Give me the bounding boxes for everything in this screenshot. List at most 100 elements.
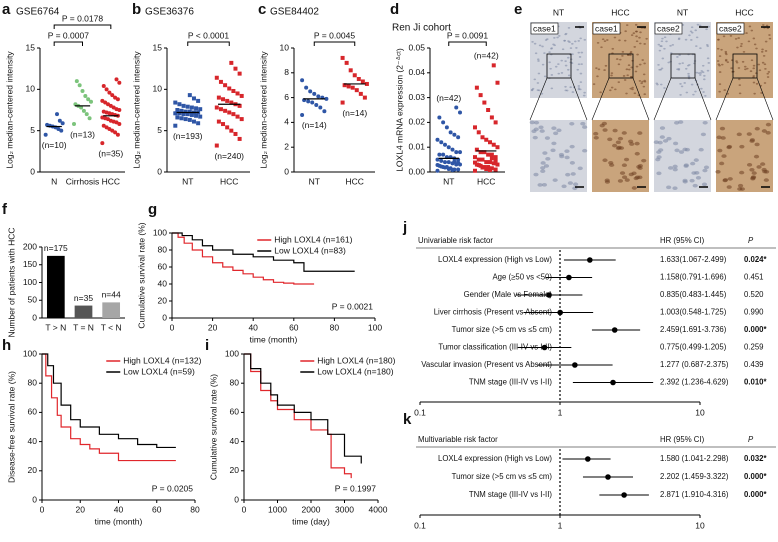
tissue-texture [734,37,738,40]
hr-label: 2.202 (1.459-3.322) [660,472,729,481]
tissue-texture [704,94,707,97]
data-point [101,109,106,114]
n-label: (n=10) [42,140,67,150]
tissue-texture [604,180,611,184]
tissue-texture [681,62,685,65]
tissue-texture [764,40,768,43]
tissue-texture [638,36,641,39]
tissue-texture [750,29,754,32]
tissue-texture [669,44,672,47]
tissue-texture [540,169,546,173]
y-axis-label: LOXL4 mRNA expression (2⁻ᐞᶜᵗ) [394,48,404,172]
data-point [235,114,240,119]
tissue-texture [761,48,764,51]
tissue-texture [625,68,629,71]
tissue-texture [615,58,619,60]
data-point [237,136,242,141]
y-axis-label: Number of patients with HCC [6,227,16,337]
n-label: (n=13) [70,129,95,139]
tissue-texture [595,67,598,70]
tissue-texture [536,58,540,61]
y-axis-label: Log₂ median-centered intensity [4,51,14,169]
zoom-region [608,53,634,79]
tissue-texture [637,163,643,168]
tissue-texture [579,72,583,75]
tissue-texture [643,43,646,45]
tissue-texture [625,92,628,95]
data-point [443,160,447,165]
tissue-texture [676,56,679,58]
tissue-texture [716,60,720,62]
tissue-texture [687,75,691,77]
tissue-texture [543,164,550,168]
tissue-texture [700,132,707,137]
tissue-texture [576,68,580,71]
data-point [488,168,492,173]
data-point [340,55,345,60]
data-point [229,100,234,105]
tissue-texture [627,68,631,71]
tissue-texture [757,63,761,66]
tissue-texture [694,29,698,32]
data-point [493,155,498,160]
tissue-texture [569,144,575,149]
tissue-texture [570,172,576,176]
data-point [115,132,120,137]
tissue-texture [534,52,538,55]
p-value: 0.000* [744,325,768,334]
data-point [486,108,491,112]
data-point [480,135,485,140]
n-label: (n=14) [302,120,327,130]
tissue-texture [577,63,581,66]
tissue-texture [631,86,634,89]
tissue-texture [765,130,771,135]
tissue-texture [605,39,609,41]
data-point [196,98,201,103]
tissue-texture [741,60,745,63]
data-point [324,96,329,101]
y-tick-label: 60 [230,407,240,417]
data-point [45,122,50,127]
hr-point [557,309,563,316]
x-tick-label: T < N [101,322,122,332]
tissue-texture [557,35,561,37]
tissue-texture [639,31,642,34]
tissue-texture [694,45,698,48]
tissue-texture [766,72,770,75]
tissue-texture [657,63,660,66]
row-label: TNM stage (III-IV vs I-II) [469,378,553,387]
tissue-texture [750,175,757,179]
x-tick-label: 10 [695,520,705,530]
panel-letter: f [2,201,8,218]
row-label: Vascular invasion (Present vs Absent) [421,360,552,369]
tissue-texture [761,129,767,133]
y-axis-label: Cumulative survival rate (%) [136,222,146,328]
tissue-texture [729,35,733,37]
x-tick-label: HCC [346,176,364,186]
panel-letter: h [2,337,11,354]
data-point [173,100,178,105]
data-point [216,119,221,124]
tissue-texture [657,140,663,145]
x-tick-label: HCC [220,176,238,186]
zoom-connector [570,77,588,121]
data-point [77,83,82,88]
legend-label: Low LOXL4 (n=83) [274,245,346,255]
data-point [189,112,194,117]
y-tick-label: 100 [23,348,37,358]
tissue-texture [552,43,555,46]
tissue-texture [656,150,662,154]
tissue-texture [678,150,685,154]
panel-letter: a [2,1,11,18]
data-point [183,109,188,114]
data-point [60,121,65,126]
data-point [450,168,455,173]
row-label: Age (≥50 vs <50) [492,273,552,282]
p-value: 0.000* [744,472,768,481]
tissue-texture [610,74,613,77]
tissue-texture [629,75,633,78]
tissue-texture [533,120,540,125]
y-axis-label: Log₂ median-centered intensity [131,51,141,169]
tissue-texture [593,131,599,136]
data-point [101,84,106,89]
